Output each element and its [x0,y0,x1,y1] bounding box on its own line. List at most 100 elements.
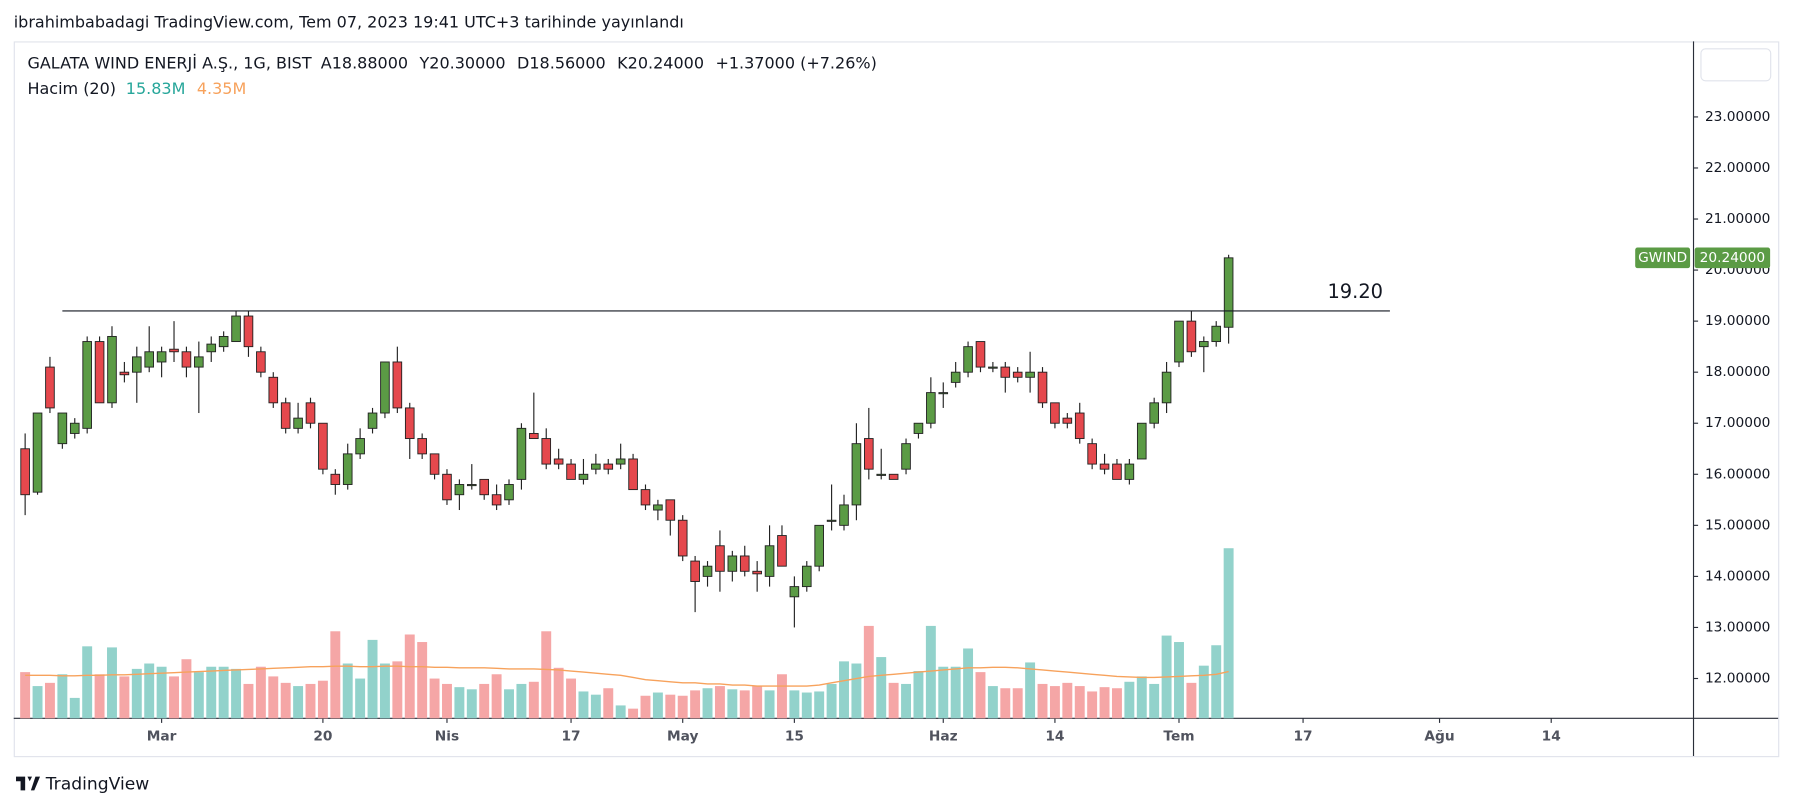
candle-body [653,504,663,511]
candle-body [578,473,589,480]
volume-bar [1211,645,1222,719]
volume-bar [1136,676,1147,719]
x-tick-label: Mar [147,729,177,745]
candle-body [777,535,787,567]
candle-body [404,407,415,440]
volume-bar [1000,688,1011,719]
candle-body [243,315,254,348]
volume-bar [826,683,837,719]
volume-bar [379,663,390,719]
volume-bar [231,668,242,719]
volume-bar [466,689,477,719]
ohlc-value: 20.24000 [628,54,704,73]
x-tick-label: 17 [1294,729,1313,745]
candle-body [132,356,142,373]
candle-body [57,412,68,445]
volume-bar [1074,686,1085,719]
volume-bar [82,646,93,719]
change-value: +1.37000 (+7.26%) [715,54,876,73]
volume-bars [20,548,1234,719]
volume-bar [268,676,279,719]
y-tick-label: 12.00000 [1705,670,1770,686]
volume-bar [218,666,229,719]
candle-body [888,473,899,480]
volume-bar [404,634,415,719]
volume-bar [305,683,316,719]
volume-bar [243,683,254,719]
candle-body [690,560,700,582]
volume-bar [1124,681,1135,719]
candle-body [1062,417,1073,424]
volume-bar [727,689,738,719]
volume-bar [1049,686,1060,719]
candle-body [206,343,217,353]
candle-body [739,555,750,572]
volume-bar [1099,687,1110,719]
candle-body [677,519,688,557]
candle-body [839,504,849,526]
candle-body [107,335,117,404]
volume-bar [789,690,800,719]
candle-body [913,422,924,434]
candle-body [1161,371,1172,404]
volume-bar [392,661,403,719]
x-tick-label: 14 [1045,729,1064,745]
volume-bar [94,674,105,719]
candle-body [417,438,427,455]
volume-bar [169,676,179,719]
volume-bar [454,687,465,719]
candle-body [1211,325,1222,343]
y-tick-label: 23.00000 [1705,109,1770,125]
candle-body [826,519,837,522]
volume-bar [938,666,949,719]
volume-bar [739,690,750,719]
candle-body [82,341,92,429]
volume-bar [144,663,155,719]
x-tick-label: 20 [313,729,332,745]
volume-bar [206,666,217,719]
candle-body [727,555,738,572]
candle-body [801,565,812,588]
candle-body [1112,463,1122,480]
candle-body [851,443,862,506]
candle-body [45,366,55,409]
last-price-symbol-box [1635,247,1691,269]
ohlc-label: D [517,54,529,73]
volume-bar [702,688,713,719]
candle-body [20,448,30,496]
candle-body [293,417,303,429]
candle-body [280,402,291,429]
volume-bar [764,690,775,719]
volume-bar [677,695,688,719]
y-tick-label: 21.00000 [1705,211,1770,227]
volume-bar [1149,683,1160,719]
footer-logo: TradingView [16,775,149,795]
ohlc-value: 20.30000 [429,54,505,73]
candle-body [256,351,266,373]
candle-body [1149,402,1159,424]
volume-bar [367,639,378,719]
candle-body [194,356,204,368]
candle-body [553,458,564,465]
volume-bar [863,625,874,719]
candle-body [330,473,341,485]
candle-body [1174,320,1184,363]
y-tick-label: 17.00000 [1705,415,1770,431]
x-tick-label: May [667,729,698,745]
footer-text: TradingView [45,775,150,795]
candle-body [876,473,887,476]
candle-body [504,484,514,501]
candle-body [342,453,353,485]
candle-body [988,366,998,369]
x-tick-label: 15 [785,729,804,745]
ohlc-label: A [321,54,332,73]
candle-body [1074,412,1085,440]
candle-body [926,392,936,424]
volume-bar [590,694,601,719]
last-price-symbol: GWIND [1638,250,1687,266]
candle-body [156,351,167,363]
volume-bar [1012,688,1023,719]
candle-body [1000,366,1011,378]
candle-body [950,371,961,383]
volume-bar [479,683,490,719]
